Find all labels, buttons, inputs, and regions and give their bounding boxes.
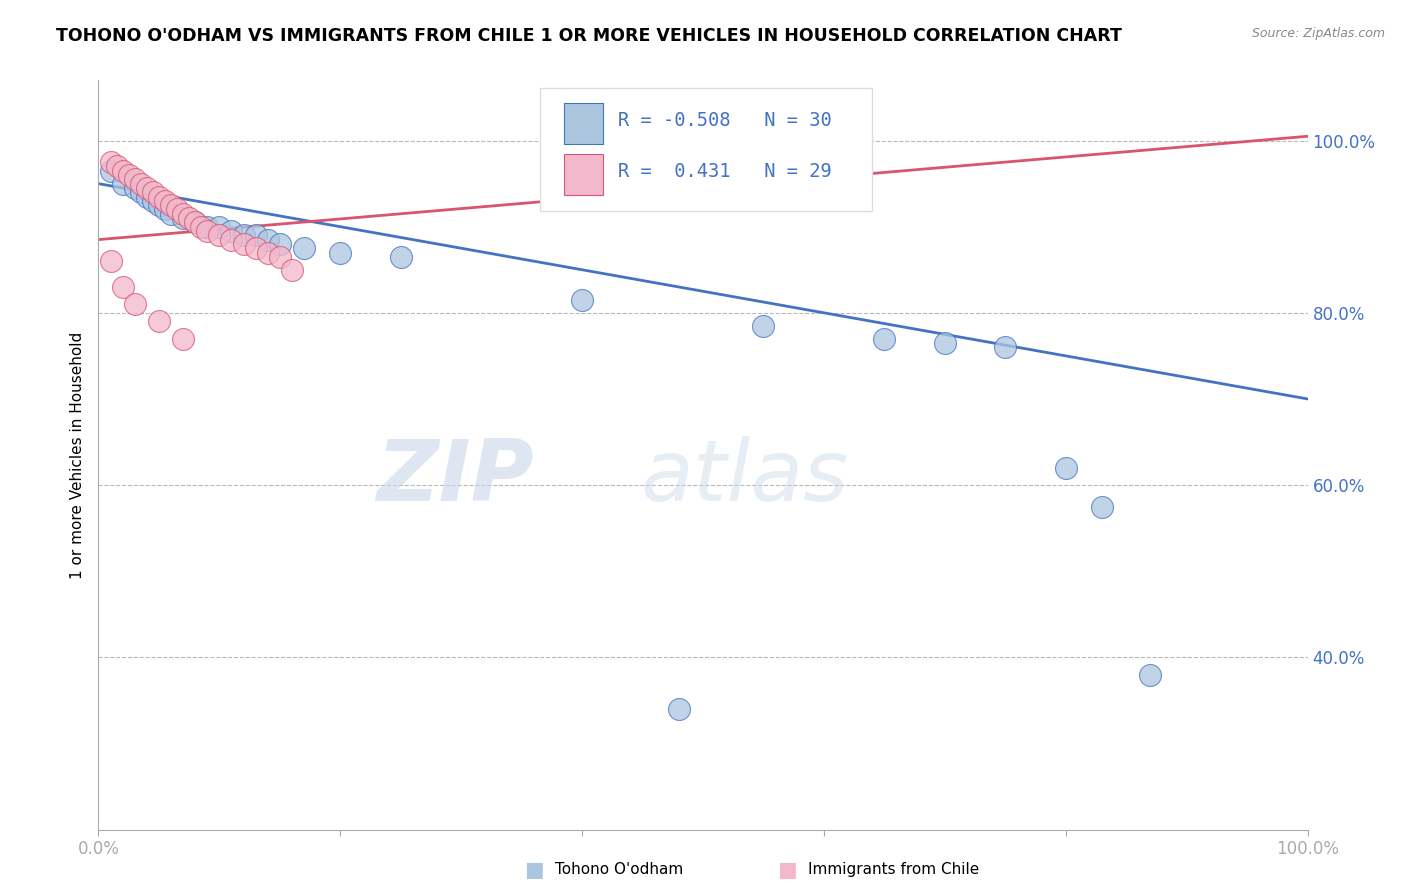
Point [994, 340, 1017, 354]
Point [148, 314, 170, 328]
Point [1054, 460, 1077, 475]
Point [221, 224, 243, 238]
Point [256, 233, 278, 247]
Point [752, 318, 775, 333]
Point [124, 172, 146, 186]
Point [105, 160, 128, 174]
Point [232, 236, 254, 251]
Point [100, 155, 122, 169]
Point [153, 202, 176, 217]
Point [190, 219, 212, 234]
Point [172, 332, 194, 346]
Point [245, 241, 267, 255]
Point [934, 335, 956, 350]
Point [111, 177, 134, 191]
Point [172, 207, 194, 221]
Point [208, 228, 231, 243]
Point [1139, 667, 1161, 681]
Point [129, 186, 152, 200]
Point [160, 207, 183, 221]
Point [124, 297, 146, 311]
Text: ZIP: ZIP [375, 436, 534, 519]
Point [195, 219, 218, 234]
Point [184, 215, 207, 229]
Point [1091, 500, 1114, 514]
Point [111, 163, 134, 178]
Point [668, 702, 690, 716]
Point [208, 219, 231, 234]
Point [172, 211, 194, 225]
Point [232, 228, 254, 243]
Point [195, 224, 218, 238]
Text: Source: ZipAtlas.com: Source: ZipAtlas.com [1251, 27, 1385, 40]
Point [160, 198, 183, 212]
Bar [564, 103, 603, 145]
Point [256, 245, 278, 260]
Point [166, 202, 188, 217]
Point [100, 254, 122, 268]
Y-axis label: 1 or more Vehicles in Household: 1 or more Vehicles in Household [69, 331, 84, 579]
Point [873, 332, 896, 346]
Point [153, 194, 176, 208]
Point [148, 198, 170, 212]
Text: TOHONO O'ODHAM VS IMMIGRANTS FROM CHILE 1 OR MORE VEHICLES IN HOUSEHOLD CORRELAT: TOHONO O'ODHAM VS IMMIGRANTS FROM CHILE … [56, 27, 1122, 45]
Point [269, 250, 291, 264]
Point [329, 245, 352, 260]
Point [100, 163, 122, 178]
Point [135, 181, 157, 195]
Point [142, 194, 165, 208]
Point [148, 189, 170, 203]
Point [124, 181, 146, 195]
Point [184, 215, 207, 229]
Text: ■: ■ [778, 860, 797, 880]
Point [179, 211, 201, 225]
Point [135, 189, 157, 203]
Text: Tohono O'odham: Tohono O'odham [555, 863, 683, 877]
Point [118, 168, 141, 182]
Point [292, 241, 315, 255]
Point [269, 236, 291, 251]
Point [111, 280, 134, 294]
Text: Immigrants from Chile: Immigrants from Chile [808, 863, 980, 877]
Text: ■: ■ [524, 860, 544, 880]
Point [281, 262, 304, 277]
Bar [564, 154, 603, 195]
Text: R = -0.508   N = 30: R = -0.508 N = 30 [619, 111, 832, 129]
Point [245, 228, 267, 243]
Point [142, 186, 165, 200]
Point [129, 177, 152, 191]
Point [221, 233, 243, 247]
Text: R =  0.431   N = 29: R = 0.431 N = 29 [619, 161, 832, 181]
FancyBboxPatch shape [540, 87, 872, 211]
Point [571, 293, 593, 307]
Point [389, 250, 412, 264]
Text: atlas: atlas [640, 436, 848, 519]
